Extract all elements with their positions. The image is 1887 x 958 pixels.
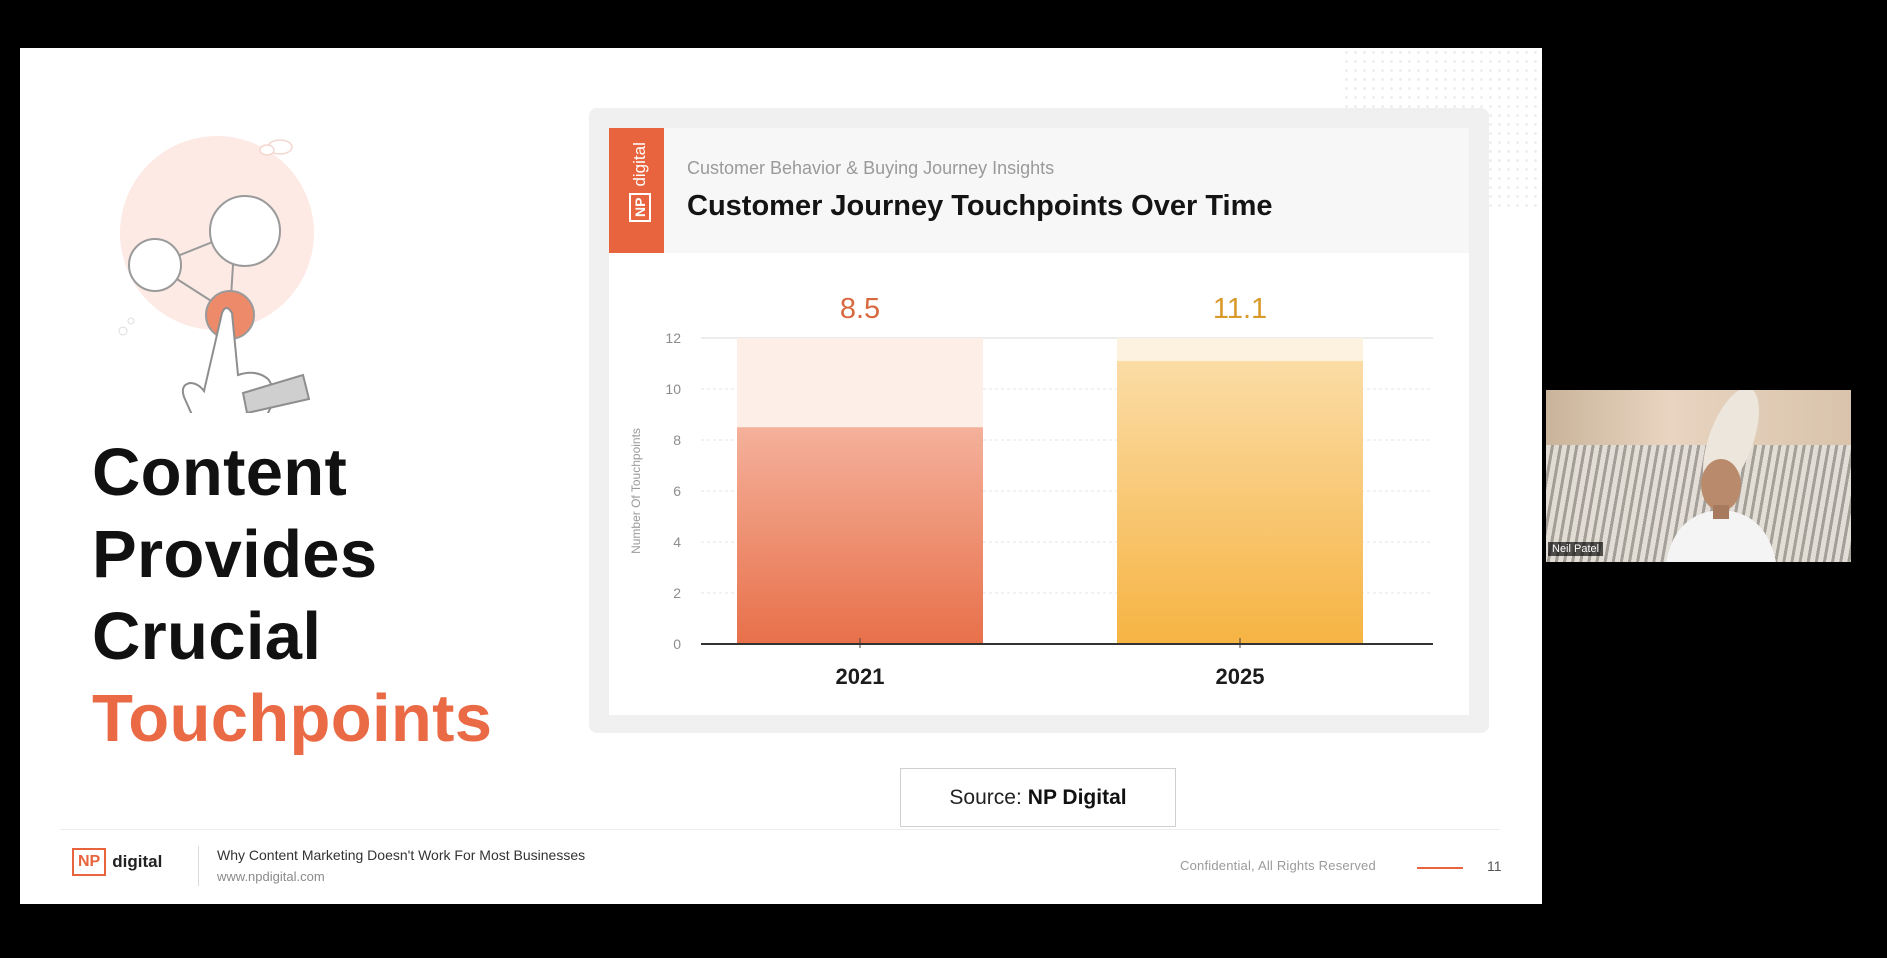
y-tick-label: 8 <box>673 432 681 448</box>
chart-card-header: NP digital Customer Behavior & Buying Jo… <box>609 128 1469 253</box>
y-tick-label: 6 <box>673 483 681 499</box>
bar-2021 <box>737 427 983 644</box>
x-tick-label-2025: 2025 <box>1216 664 1265 689</box>
y-tick-label: 4 <box>673 534 681 550</box>
participant-video-tile[interactable]: Neil Patel <box>1546 390 1851 562</box>
source-value: NP Digital <box>1027 785 1127 809</box>
y-axis-label: Number Of Touchpoints <box>629 428 643 554</box>
confidential-notice: Confidential, All Rights Reserved <box>1180 858 1376 873</box>
y-tick-label: 0 <box>673 636 681 652</box>
np-logo-text: digital <box>630 142 649 187</box>
footer-url: www.npdigital.com <box>217 869 325 884</box>
chart-title: Customer Journey Touchpoints Over Time <box>687 190 1273 222</box>
footer-logo-np: NP <box>72 848 107 876</box>
y-tick-label: 10 <box>665 381 681 397</box>
bar-2025 <box>1117 360 1363 644</box>
headline-line-3: Crucial <box>92 599 322 674</box>
participant-avatar <box>1666 390 1776 562</box>
y-tick-label: 2 <box>673 585 681 601</box>
bar-chart: 0 2 4 6 8 10 12 Number Of Touchpoints 2021 8.5 202… <box>629 293 1433 689</box>
footer-title: Why Content Marketing Doesn't Work For M… <box>217 847 586 863</box>
footer-divider-line <box>60 829 1500 830</box>
y-tick-label: 12 <box>665 330 681 346</box>
footer-logo-digital: digital <box>112 852 163 871</box>
presentation-slide: Content Provides Crucial Touchpoints NP … <box>20 48 1542 904</box>
data-label-2025: 11.1 <box>1213 293 1267 325</box>
footer-logo: NP digital <box>72 848 162 876</box>
headline-accent: Touchpoints <box>92 681 493 756</box>
page-number: 11 <box>1487 858 1502 874</box>
footer-separator <box>198 846 199 886</box>
np-digital-vertical-logo: NP digital <box>609 128 664 253</box>
chart-subtitle: Customer Behavior & Buying Journey Insig… <box>687 158 1055 178</box>
headline-line-1: Content <box>92 435 348 510</box>
data-label-2021: 8.5 <box>840 293 880 325</box>
chart-card: NP digital Customer Behavior & Buying Jo… <box>609 128 1469 715</box>
accent-line <box>1417 867 1463 869</box>
source-label: Source: <box>949 785 1022 809</box>
slide-headline: Content Provides Crucial Touchpoints <box>92 432 492 760</box>
participant-name-label: Neil Patel <box>1548 542 1604 556</box>
touch-network-icon <box>118 136 314 413</box>
source-box: Source: NP Digital <box>900 768 1176 827</box>
np-logo-box: NP <box>629 192 651 222</box>
x-tick-label-2021: 2021 <box>836 664 885 689</box>
headline-line-2: Provides <box>92 517 378 592</box>
